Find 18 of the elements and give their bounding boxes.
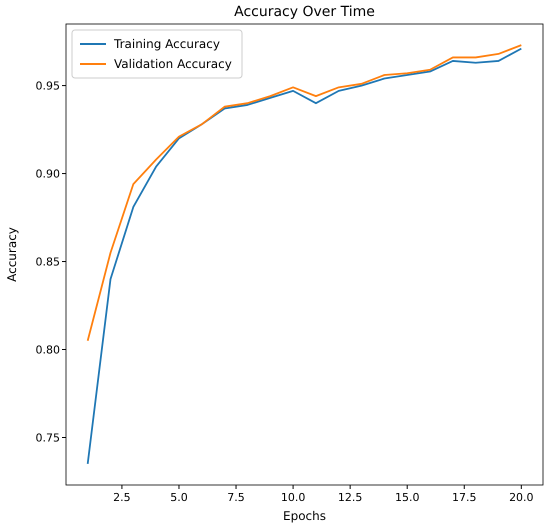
x-tick-label: 10.0 [280,491,306,504]
y-tick-label: 0.85 [36,256,60,269]
y-tick-label: 0.75 [36,431,60,444]
x-tick-label: 2.5 [113,491,131,504]
x-tick-label: 7.5 [227,491,245,504]
x-tick-label: 5.0 [170,491,188,504]
y-tick-label: 0.90 [36,168,60,181]
x-tick-label: 17.5 [452,491,477,504]
x-axis-title: Epochs [283,509,326,523]
legend-label: Validation Accuracy [114,57,232,71]
chart-title: Accuracy Over Time [234,4,375,20]
x-tick-label: 20.0 [509,491,534,504]
x-tick-label: 15.0 [394,491,420,504]
y-tick-label: 0.80 [36,344,60,357]
legend-label: Training Accuracy [113,37,220,51]
y-tick-label: 0.95 [36,80,60,93]
x-tick-label: 12.5 [338,491,362,504]
y-axis-title: Accuracy [5,227,19,282]
